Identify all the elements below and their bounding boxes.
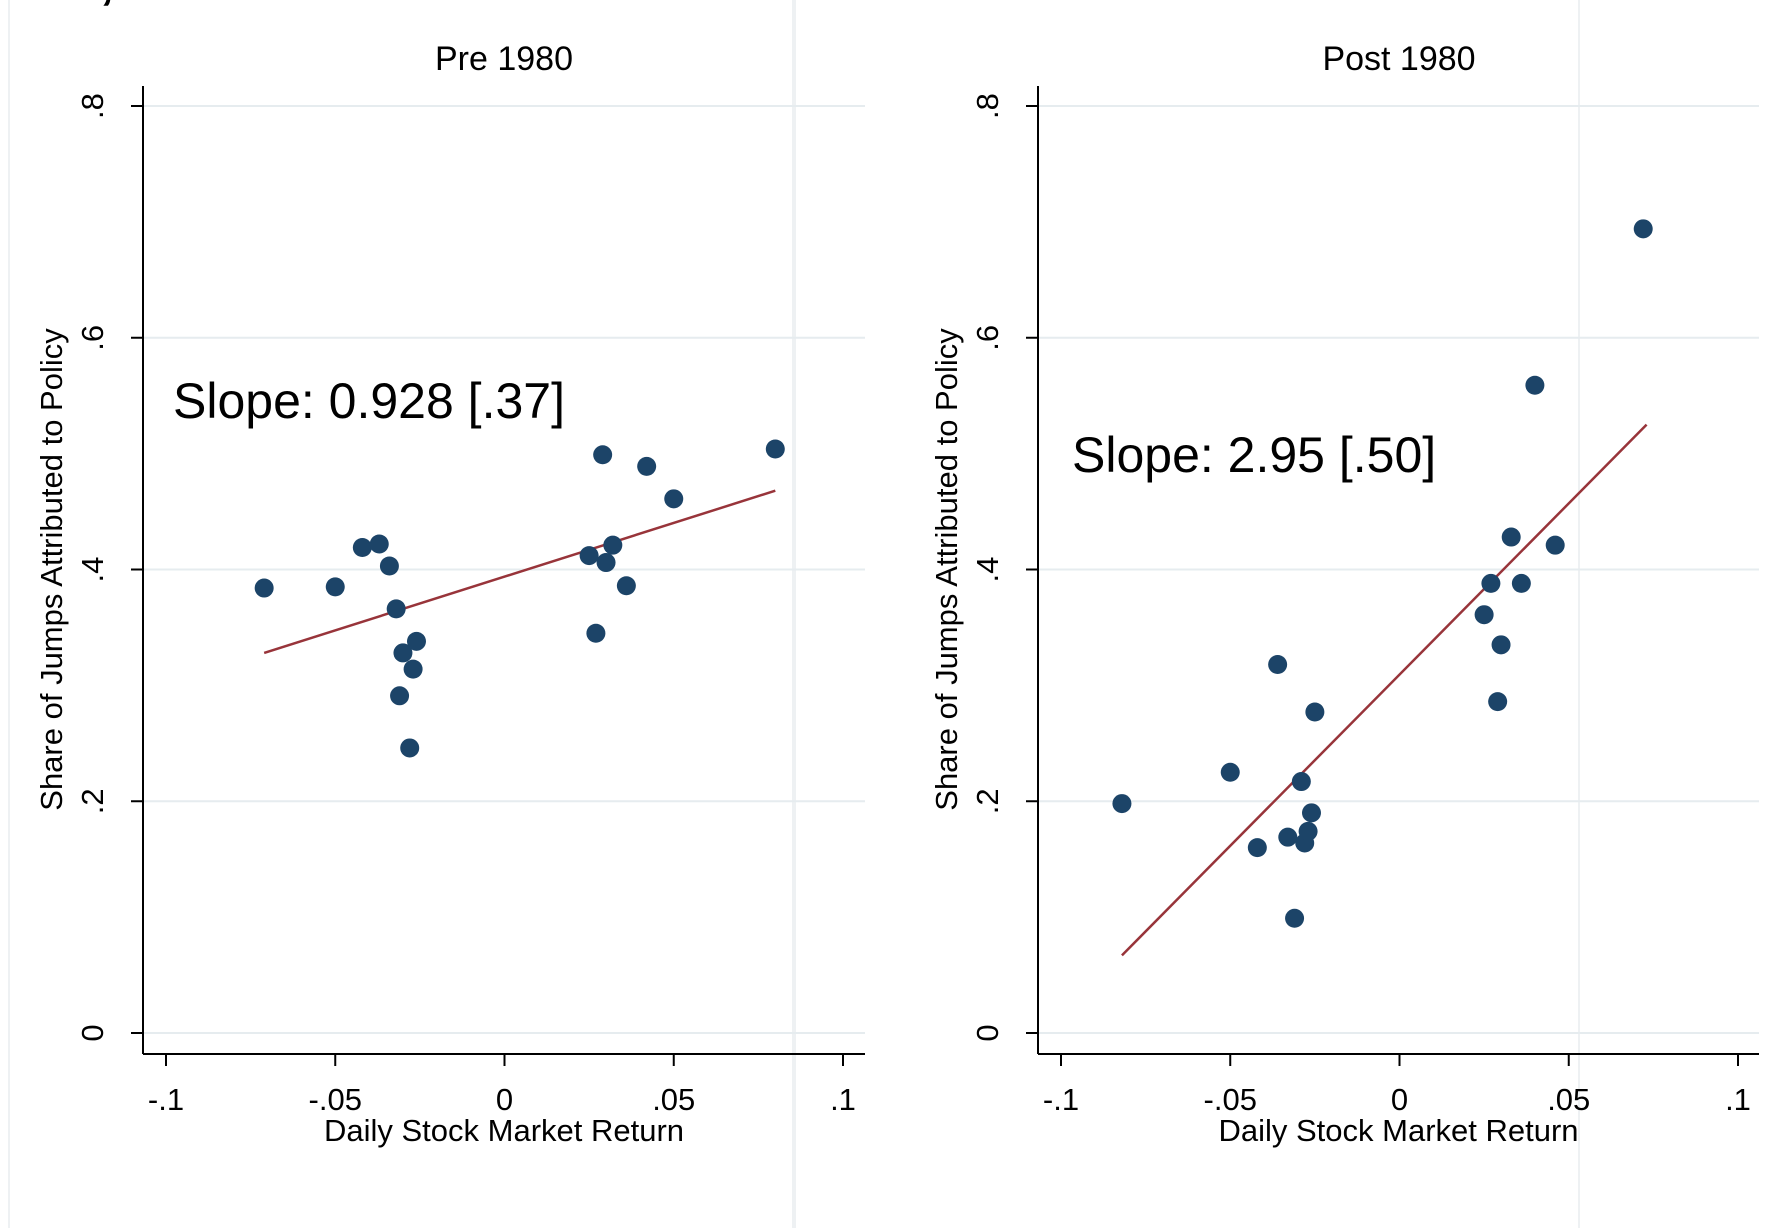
x-tick-label: 0 — [1391, 1082, 1408, 1117]
y-axis-label: Share of Jumps Attributed to Policy — [34, 328, 69, 811]
scatter-point — [596, 553, 616, 573]
panel-frame-right — [794, 0, 1580, 1228]
y-axis-label: Share of Jumps Attributed to Policy — [929, 328, 964, 811]
scatter-point — [352, 537, 372, 557]
scatter-point — [1545, 535, 1565, 555]
scatter-point — [1285, 908, 1305, 928]
fit-line — [263, 489, 776, 655]
scatter-point — [1474, 605, 1494, 625]
y-tick-label: .6 — [970, 325, 1005, 351]
y-tick-label: .2 — [75, 788, 110, 814]
x-tick-label: -.1 — [148, 1082, 184, 1117]
x-tick-label: .05 — [1547, 1082, 1590, 1117]
scatter-point — [1278, 827, 1298, 847]
scatter-point — [664, 489, 684, 509]
scatter-point — [369, 534, 389, 554]
fit-line — [1121, 423, 1648, 957]
x-axis-label: Daily Stock Market Return — [324, 1113, 684, 1148]
scatter-point — [579, 546, 599, 566]
y-tick-label: .8 — [970, 93, 1005, 119]
scatter-point — [1268, 655, 1288, 675]
y-tick-label: .6 — [75, 325, 110, 351]
scatter-point — [406, 631, 426, 651]
scatter-panel-1: 0 .2 .4 .6 .8 -.1 -.05 0 .05 .1 Pre 1980 Daily Stoc… — [34, 40, 865, 1148]
scatter-point — [379, 556, 399, 576]
scatter-point — [254, 578, 274, 598]
slope-annotation: Slope: 2.95 [.50] — [1072, 427, 1436, 483]
scatter-point — [393, 643, 413, 663]
scatter-point — [765, 439, 785, 459]
scatter-point — [403, 659, 423, 679]
scatter-point — [1305, 702, 1325, 722]
scatter-point — [325, 577, 345, 597]
scatter-point — [390, 686, 410, 706]
scatter-point — [1291, 772, 1311, 792]
scatter-point — [1488, 692, 1508, 712]
scatter-point — [400, 738, 420, 758]
scatter-point — [1481, 573, 1501, 593]
scatter-point — [1525, 375, 1545, 395]
scatter-point — [1501, 527, 1521, 547]
scatter-point — [603, 535, 623, 555]
x-tick-label: -.05 — [309, 1082, 362, 1117]
panel-title: Post 1980 — [1322, 40, 1475, 78]
figure-title: 1980, U.S. Data from 1900 to 2020 — [0, 0, 789, 10]
slope-annotation: Slope: 0.928 [.37] — [173, 373, 565, 429]
x-axis-label: Daily Stock Market Return — [1218, 1113, 1578, 1148]
scatter-point — [1298, 821, 1318, 841]
x-tick-label: 0 — [496, 1082, 513, 1117]
scatter-point — [1220, 762, 1240, 782]
y-tick-label: 0 — [75, 1024, 110, 1041]
scatter-point — [386, 599, 406, 619]
scatter-point — [1633, 219, 1653, 239]
x-tick-label: .1 — [830, 1082, 856, 1117]
panel-title: Pre 1980 — [435, 40, 573, 78]
y-tick-label: .4 — [75, 557, 110, 583]
scatter-point — [1511, 573, 1531, 593]
y-tick-label: .8 — [75, 93, 110, 119]
scatter-point — [593, 445, 613, 465]
scatter-point — [637, 456, 657, 476]
panel-frame-left — [8, 0, 794, 1228]
x-tick-label: .1 — [1725, 1082, 1751, 1117]
scatter-point — [586, 623, 606, 643]
y-tick-label: .4 — [970, 557, 1005, 583]
scatter-point — [1112, 794, 1132, 814]
y-tick-label: .2 — [970, 788, 1005, 814]
scatter-point — [616, 576, 636, 596]
scatter-point — [1247, 838, 1267, 858]
scatter-panel-2: 0 .2 .4 .6 .8 -.1 -.05 0 .05 .1 Post 1980 Daily Sto… — [929, 40, 1759, 1148]
x-tick-label: -.1 — [1043, 1082, 1079, 1117]
scatter-point — [1491, 635, 1511, 655]
x-tick-label: .05 — [652, 1082, 695, 1117]
x-tick-label: -.05 — [1204, 1082, 1257, 1117]
y-tick-label: 0 — [970, 1024, 1005, 1041]
scatter-point — [1301, 803, 1321, 823]
